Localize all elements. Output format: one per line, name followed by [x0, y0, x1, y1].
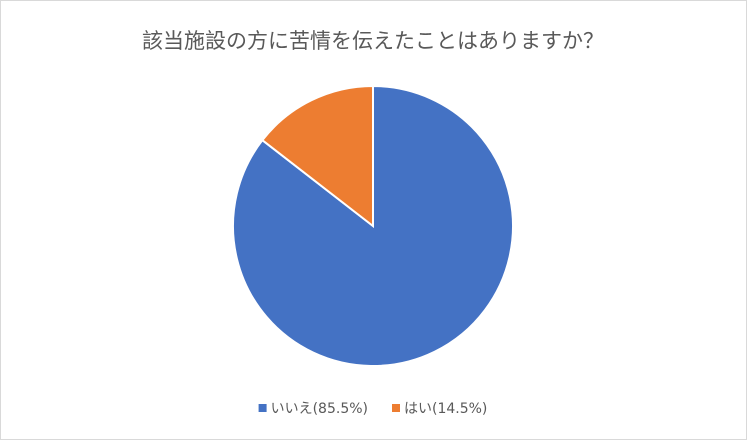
legend-swatch: [392, 404, 400, 412]
legend-swatch: [258, 404, 267, 412]
pie-slice: [260, 84, 374, 229]
legend-label: いいえ(85.5%): [271, 401, 368, 417]
legend-label: はい(14.5%): [404, 401, 487, 417]
chart-title: 該当施設の方に苦情を伝えたことはありますか？: [142, 29, 604, 53]
